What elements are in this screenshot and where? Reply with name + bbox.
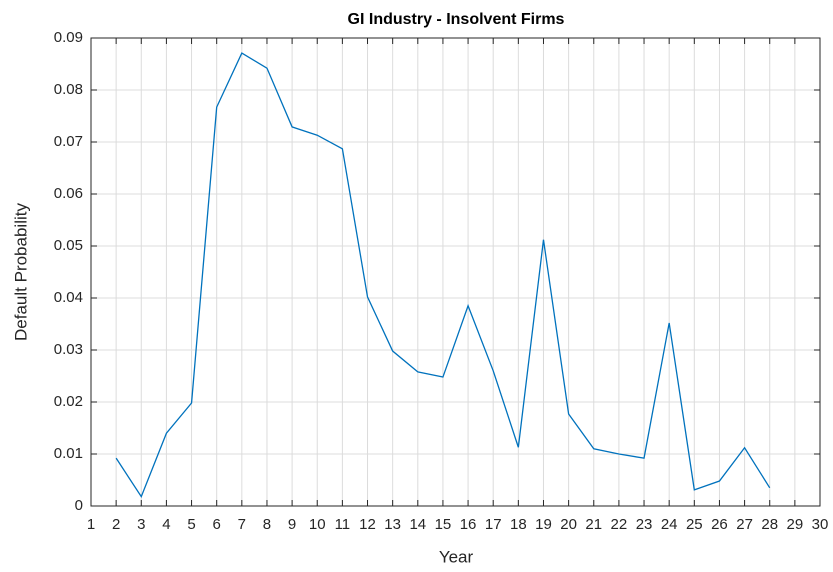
x-tick-label: 29 [787,516,804,533]
y-axis-label: Default Probability [11,203,30,341]
x-tick-label: 3 [137,516,145,533]
x-tick-label: 12 [359,516,376,533]
x-tick-label: 2 [112,516,120,533]
x-tick-label: 4 [162,516,170,533]
x-tick-label: 26 [711,516,728,533]
y-tick-label: 0.03 [54,341,83,358]
x-tick-label: 6 [213,516,221,533]
x-tick-label: 24 [661,516,678,533]
x-tick-label: 13 [384,516,401,533]
x-tick-label: 23 [636,516,653,533]
y-tick-label: 0.04 [54,289,83,306]
x-tick-label: 19 [535,516,552,533]
x-tick-label: 17 [485,516,502,533]
plot-frame [90,37,821,507]
x-tick-label: 14 [409,516,426,533]
chart-title: GI Industry - Insolvent Firms [348,11,565,28]
x-tick-label: 5 [187,516,195,533]
y-tick-label: 0.01 [54,445,83,462]
y-tick-label: 0.08 [54,81,83,98]
x-tick-label: 27 [736,516,753,533]
x-tick-label: 28 [761,516,778,533]
data-line [115,52,771,499]
y-tick-label: 0.05 [54,237,83,254]
x-tick-label: 9 [288,516,296,533]
y-tick-label: 0.07 [54,133,83,150]
y-tick-label: 0 [75,497,83,514]
x-tick-label: 30 [812,516,829,533]
x-tick-label: 16 [460,516,477,533]
x-tick-label: 8 [263,516,271,533]
x-tick-label: 25 [686,516,703,533]
x-tick-label: 11 [335,516,351,533]
x-tick-label: 20 [560,516,577,533]
y-tick-label: 0.09 [54,29,83,46]
x-tick-label: 7 [238,516,246,533]
x-tick-label: 18 [510,516,527,533]
x-tick-label: 22 [611,516,628,533]
y-tick-label: 0.06 [54,185,83,202]
x-tick-label: 15 [435,516,452,533]
x-tick-label: 1 [87,516,95,533]
x-axis-label: Year [439,547,474,566]
y-tick-label: 0.02 [54,393,83,410]
x-tick-label: 21 [585,516,602,533]
x-tick-label: 10 [309,516,326,533]
